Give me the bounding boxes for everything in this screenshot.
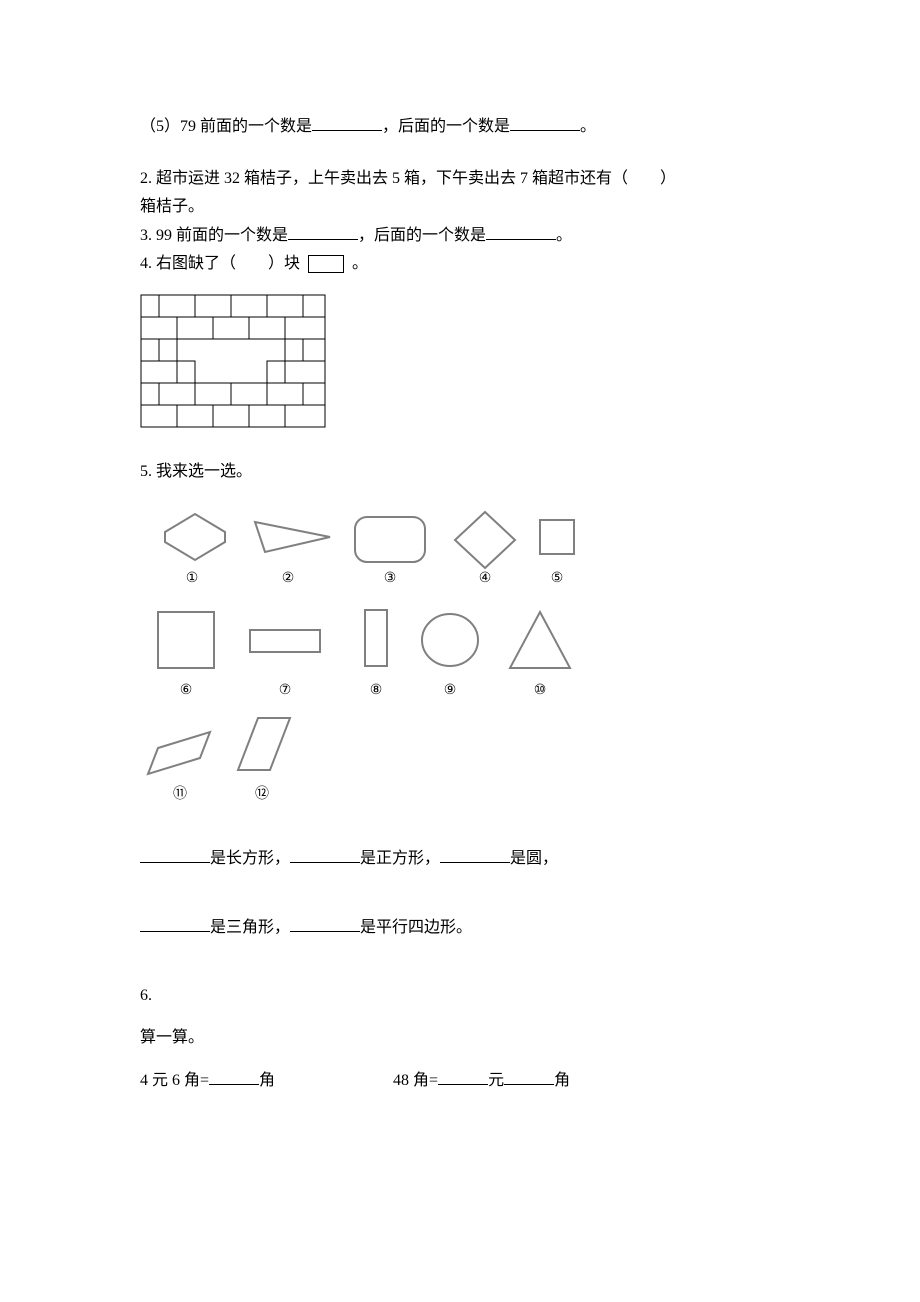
shape-label: ⑩ [534,683,547,698]
q4-line: 4. 右图缺了（ ）块 。 [140,252,780,276]
triangle-icon [255,522,330,552]
shape-label: ⑪ [173,786,187,802]
blank [209,1068,259,1085]
blank [486,223,556,240]
blank [440,846,510,863]
small-rect-icon [308,255,344,273]
q5-a4: 是三角形， [210,919,290,936]
q6-r1b-pre: 48 角= [393,1072,438,1089]
shape-label: ④ [479,571,492,586]
shape-label: ⑥ [180,683,193,698]
shape-label: ② [282,571,295,586]
document-page: （5）79 前面的一个数是，后面的一个数是。 2. 超市运进 32 箱桔子，上午… [0,0,920,1157]
q5-a1: 是长方形， [210,850,290,867]
q6-r1b-mid: 元 [488,1072,504,1089]
q1-5-suffix: 。 [580,118,596,135]
q5-a5: 是平行四边形。 [360,919,472,936]
blank [510,114,580,131]
hexagon-icon [165,514,225,560]
square-icon [540,520,574,554]
shape-label: ③ [384,571,397,586]
circle-icon [422,614,478,666]
q5-ans-line2: 是三角形， 是平行四边形。 [140,915,780,940]
q2-line2: 箱桔子。 [140,195,780,219]
q3-prefix: 3. 99 前面的一个数是 [140,227,288,244]
parallelogram-tall-icon [238,718,290,770]
blank [312,114,382,131]
triangle-icon [510,612,570,668]
shape-label: ⑦ [279,683,292,698]
diamond-icon [455,512,515,568]
q1-5-line: （5）79 前面的一个数是 ，后面的一个数是 。 [140,114,780,139]
shape-label: ⑤ [551,571,564,586]
brick-wall-diagram [140,294,326,432]
blank [288,223,358,240]
blank [290,915,360,932]
q3-line: 3. 99 前面的一个数是 ，后面的一个数是 。 [140,223,780,248]
q6-r1b-suf: 角 [554,1072,570,1089]
q6-num: 6. [140,984,780,1008]
shape-label: ① [186,571,199,586]
rect-tall-icon [365,610,387,666]
parallelogram-short-icon [148,732,210,774]
shapes-diagram: ① ② ③ ④ ⑤ ⑥ ⑦ ⑧ ⑨ ⑩ ⑪ ⑫ [140,502,610,802]
q1-5-mid: ，后面的一个数是 [382,118,510,135]
q1-5-prefix: （5）79 前面的一个数是 [140,118,312,135]
blank [290,846,360,863]
q4-prefix: 4. 右图缺了（ ）块 [140,255,300,272]
q3-suffix: 。 [556,227,572,244]
blank [504,1068,554,1085]
shape-label: ⑨ [444,683,457,698]
shape-label: ⑫ [255,786,269,802]
rect-icon [250,630,320,652]
q5-a3: 是圆， [510,850,558,867]
blank [140,846,210,863]
q5-ans-line1: 是长方形， 是正方形， 是圆， [140,846,780,871]
q5-a2: 是正方形， [360,850,440,867]
blank [140,915,210,932]
square-icon [158,612,214,668]
q2-line1: 2. 超市运进 32 箱桔子，上午卖出去 5 箱，下午卖出去 7 箱超市还有（ … [140,167,780,191]
q4-suffix: 。 [352,255,368,272]
q6-r1a-pre: 4 元 6 角= [140,1072,209,1089]
q6-r1a-suf: 角 [259,1072,275,1089]
q5-title: 5. 我来选一选。 [140,460,780,484]
q3-mid: ，后面的一个数是 [358,227,486,244]
rounded-rect-icon [355,517,425,562]
shape-label: ⑧ [370,683,383,698]
q6-title: 算一算。 [140,1026,780,1050]
q6-row1: 4 元 6 角= 角 48 角= 元 角 [140,1068,780,1093]
blank [438,1068,488,1085]
